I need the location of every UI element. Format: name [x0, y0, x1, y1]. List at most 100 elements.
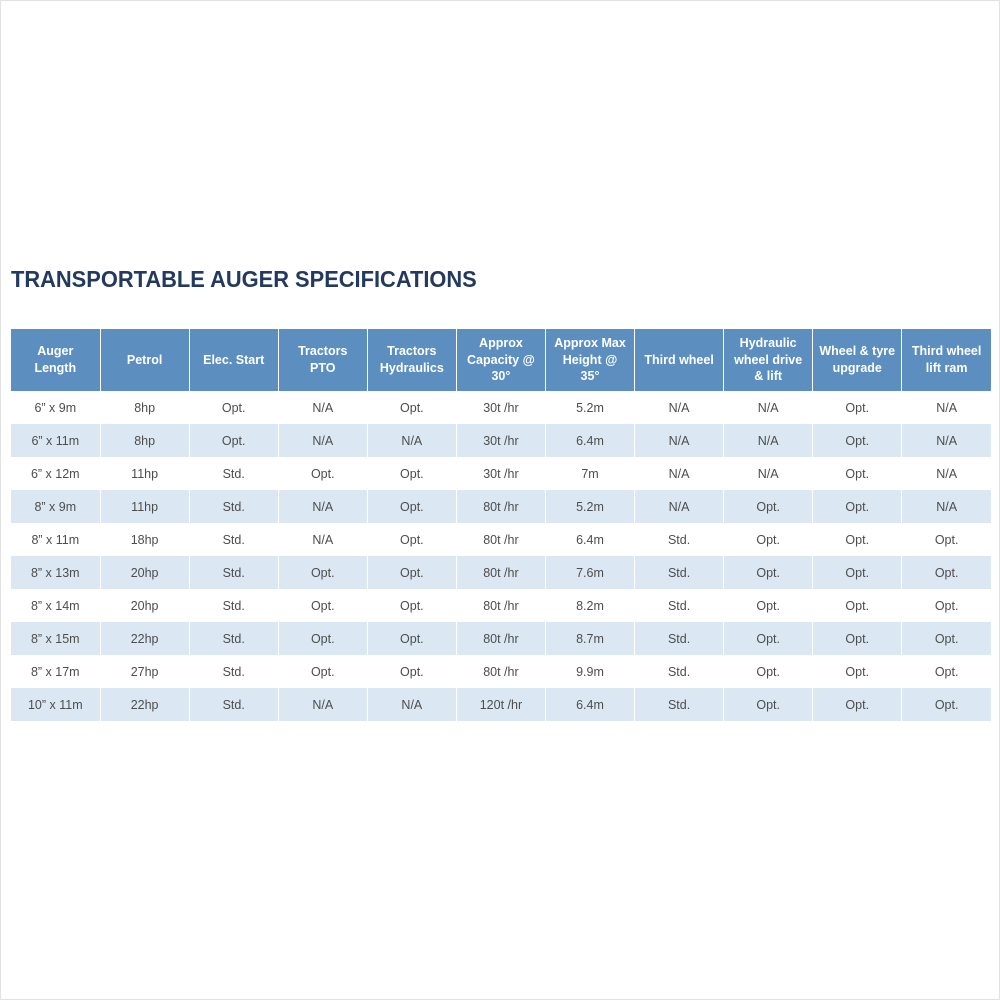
- table-cell: 30t /hr: [455, 424, 546, 457]
- table-cell: 20hp: [99, 589, 190, 622]
- table-row: 8” x 17m 27hp Std. Opt. Opt. 80t /hr 9.9m Std. O…: [11, 655, 991, 688]
- table-cell: 6.4m: [544, 523, 636, 556]
- table-cell: 80t /hr: [455, 490, 546, 523]
- table-cell: Opt.: [901, 688, 991, 721]
- table-cell: 8” x 15m: [11, 622, 101, 655]
- table-cell: Opt.: [277, 622, 368, 655]
- table-cell: 6.4m: [544, 424, 636, 457]
- column-header: Approx Max Height @ 35°: [544, 329, 636, 391]
- table-cell: 5.2m: [544, 490, 636, 523]
- table-header-row: Auger Length Petrol Elec. Start Tractors PT…: [11, 329, 991, 391]
- table-cell: Opt.: [366, 655, 457, 688]
- column-header: Petrol: [99, 329, 190, 391]
- table-cell: Opt.: [188, 424, 279, 457]
- table-cell: 22hp: [99, 688, 190, 721]
- table-cell: N/A: [901, 391, 991, 424]
- table-cell: N/A: [277, 490, 368, 523]
- table-cell: Opt.: [366, 556, 457, 589]
- table-cell: Std.: [634, 688, 725, 721]
- specifications-table: Auger Length Petrol Elec. Start Tractors PT…: [11, 329, 991, 721]
- table-cell: Std.: [634, 622, 725, 655]
- table-cell: N/A: [277, 523, 368, 556]
- table-cell: 11hp: [99, 457, 190, 490]
- table-cell: 8hp: [99, 424, 190, 457]
- table-cell: 27hp: [99, 655, 190, 688]
- table-cell: Opt.: [723, 523, 814, 556]
- table-cell: 8.2m: [544, 589, 636, 622]
- table-cell: N/A: [277, 688, 368, 721]
- table-row: 6” x 12m 11hp Std. Opt. Opt. 30t /hr 7m N/A N/A O…: [11, 457, 991, 490]
- column-header: Third wheel: [634, 329, 725, 391]
- table-row: 8” x 14m 20hp Std. Opt. Opt. 80t /hr 8.2m Std. O…: [11, 589, 991, 622]
- table-cell: Std.: [188, 655, 279, 688]
- table-cell: 8” x 14m: [11, 589, 101, 622]
- table-cell: 8” x 11m: [11, 523, 101, 556]
- table-cell: 30t /hr: [455, 391, 546, 424]
- table-cell: Std.: [188, 556, 279, 589]
- table-row: 8” x 9m 11hp Std. N/A Opt. 80t /hr 5.2m N/A Opt.…: [11, 490, 991, 523]
- table-cell: Opt.: [723, 490, 814, 523]
- table-cell: 5.2m: [544, 391, 636, 424]
- table-cell: Opt.: [812, 589, 903, 622]
- table-cell: N/A: [634, 424, 725, 457]
- table-body: 6” x 9m 8hp Opt. N/A Opt. 30t /hr 5.2m N/A N/A Op…: [11, 391, 991, 721]
- table-cell: 8.7m: [544, 622, 636, 655]
- table-cell: Std.: [188, 622, 279, 655]
- table-cell: N/A: [901, 457, 991, 490]
- table-cell: N/A: [366, 424, 457, 457]
- column-header: Auger Length: [11, 329, 101, 391]
- table-cell: N/A: [634, 391, 725, 424]
- table-cell: Opt.: [723, 556, 814, 589]
- table-cell: Opt.: [277, 457, 368, 490]
- table-cell: Std.: [634, 523, 725, 556]
- table-cell: Std.: [634, 556, 725, 589]
- table-cell: 80t /hr: [455, 556, 546, 589]
- table-cell: 9.9m: [544, 655, 636, 688]
- table-cell: 80t /hr: [455, 589, 546, 622]
- table-cell: Opt.: [366, 391, 457, 424]
- table-cell: Opt.: [901, 622, 991, 655]
- table-cell: Opt.: [812, 688, 903, 721]
- column-header: Hydraulic wheel drive & lift: [723, 329, 814, 391]
- table-cell: N/A: [634, 457, 725, 490]
- table-cell: Opt.: [366, 490, 457, 523]
- table-cell: Opt.: [723, 688, 814, 721]
- table-cell: Opt.: [366, 457, 457, 490]
- column-header: Elec. Start: [188, 329, 279, 391]
- table-cell: N/A: [366, 688, 457, 721]
- table-cell: 18hp: [99, 523, 190, 556]
- table-cell: 6” x 9m: [11, 391, 101, 424]
- table-cell: Std.: [634, 589, 725, 622]
- table-row: 8” x 13m 20hp Std. Opt. Opt. 80t /hr 7.6m Std. O…: [11, 556, 991, 589]
- table-cell: N/A: [634, 490, 725, 523]
- table-cell: N/A: [723, 457, 814, 490]
- table-cell: Opt.: [366, 523, 457, 556]
- table-cell: Opt.: [277, 655, 368, 688]
- table-cell: 8hp: [99, 391, 190, 424]
- table-cell: 120t /hr: [455, 688, 546, 721]
- table-cell: 11hp: [99, 490, 190, 523]
- table-cell: Opt.: [901, 523, 991, 556]
- table-cell: 30t /hr: [455, 457, 546, 490]
- table-row: 10” x 11m 22hp Std. N/A N/A 120t /hr 6.4m Std. O…: [11, 688, 991, 721]
- table-cell: Opt.: [901, 589, 991, 622]
- table-cell: N/A: [901, 424, 991, 457]
- table-cell: N/A: [723, 424, 814, 457]
- column-header: Approx Capacity @ 30°: [455, 329, 546, 391]
- table-cell: Opt.: [812, 391, 903, 424]
- table-row: 8” x 15m 22hp Std. Opt. Opt. 80t /hr 8.7m Std. O…: [11, 622, 991, 655]
- table-cell: Opt.: [277, 556, 368, 589]
- table-cell: N/A: [277, 424, 368, 457]
- table-cell: 8” x 9m: [11, 490, 101, 523]
- table-cell: 6” x 12m: [11, 457, 101, 490]
- table-cell: Opt.: [812, 424, 903, 457]
- table-header: Auger Length Petrol Elec. Start Tractors PT…: [11, 329, 991, 391]
- table-cell: 80t /hr: [455, 622, 546, 655]
- table-cell: Opt.: [188, 391, 279, 424]
- table-row: 8” x 11m 18hp Std. N/A Opt. 80t /hr 6.4m Std. Op…: [11, 523, 991, 556]
- table-cell: Opt.: [901, 556, 991, 589]
- column-header: Third wheel lift ram: [901, 329, 991, 391]
- table-cell: Opt.: [812, 655, 903, 688]
- column-header: Tractors Hydraulics: [366, 329, 457, 391]
